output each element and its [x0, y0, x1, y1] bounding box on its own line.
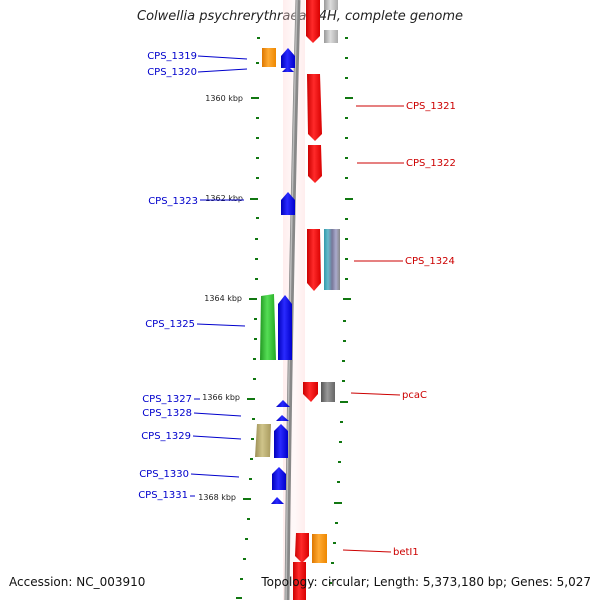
label-cps1328[interactable]: CPS_1328: [142, 408, 192, 419]
genome-summary-text: Topology: circular; Length: 5,373,180 bp…: [261, 575, 591, 589]
right-strand-genes: [293, 0, 340, 600]
gene-cps1322[interactable]: [308, 145, 322, 183]
label-cps1329[interactable]: CPS_1329: [141, 431, 191, 442]
genome-backbone-shine: [285, 0, 298, 600]
gene-cps1319-orange[interactable]: [262, 48, 276, 67]
gene-cps1329-khaki[interactable]: [255, 424, 271, 457]
gene-cps1324-teal[interactable]: [324, 229, 340, 290]
gene-beti1[interactable]: [295, 533, 309, 563]
label-pcac[interactable]: pcaC: [402, 390, 427, 401]
gene-top-gray[interactable]: [324, 0, 338, 10]
gene-cps1321[interactable]: [307, 74, 322, 141]
gene-cps1323[interactable]: [281, 192, 295, 215]
left-strand-genes: [255, 48, 295, 504]
gene-cps1325[interactable]: [278, 295, 292, 360]
gene-top-red[interactable]: [306, 0, 320, 43]
gene-pcac-gray[interactable]: [321, 382, 335, 402]
label-beti1[interactable]: betI1: [393, 547, 419, 558]
gene-cps1331[interactable]: [271, 497, 284, 504]
genome-backbone: [284, 0, 301, 600]
gene-cps1328[interactable]: [276, 415, 289, 421]
gene-cps1329[interactable]: [274, 424, 288, 458]
label-cps1325[interactable]: CPS_1325: [145, 319, 195, 330]
gene-cps1319[interactable]: [281, 48, 295, 68]
gene-beti1-orange[interactable]: [312, 534, 327, 563]
left-tick-track: [236, 37, 260, 599]
gene-bottom-red[interactable]: [293, 562, 306, 600]
kbp-label-1362: 1362 kbp: [205, 194, 243, 203]
right-tick-track: [329, 37, 353, 584]
gene-cps1327[interactable]: [276, 400, 290, 407]
kbp-label-1360: 1360 kbp: [205, 94, 243, 103]
label-cps1324[interactable]: CPS_1324: [405, 256, 455, 267]
label-cps1327[interactable]: CPS_1327: [142, 394, 192, 405]
gene-cps1324[interactable]: [307, 229, 321, 291]
label-cps1319[interactable]: CPS_1319: [147, 51, 197, 62]
left-gene-labels: CPS_1319 CPS_1320 CPS_1323 CPS_1325 CPS_…: [138, 51, 248, 501]
label-cps1323[interactable]: CPS_1323: [148, 196, 198, 207]
kbp-label-1368: 1368 kbp: [198, 493, 236, 502]
gene-cps1325-green[interactable]: [260, 294, 276, 360]
kbp-label-1364: 1364 kbp: [204, 294, 242, 303]
label-cps1330[interactable]: CPS_1330: [139, 469, 189, 480]
label-cps1321[interactable]: CPS_1321: [406, 101, 456, 112]
right-gene-labels: CPS_1321 CPS_1322 CPS_1324 pcaC betI1: [342, 101, 456, 558]
gene-cps1330[interactable]: [272, 467, 286, 490]
gene-cps1320[interactable]: [282, 66, 294, 72]
kbp-label-1366: 1366 kbp: [202, 393, 240, 402]
label-cps1322[interactable]: CPS_1322: [406, 158, 456, 169]
label-cps1331[interactable]: CPS_1331: [138, 490, 188, 501]
gene-top-gray-2[interactable]: [324, 30, 338, 43]
kbp-labels: 1360 kbp 1362 kbp 1364 kbp 1366 kbp 1368…: [198, 94, 243, 502]
gene-pcac[interactable]: [303, 382, 318, 402]
label-cps1320[interactable]: CPS_1320: [147, 67, 197, 78]
accession-text: Accession: NC_003910: [9, 575, 146, 589]
